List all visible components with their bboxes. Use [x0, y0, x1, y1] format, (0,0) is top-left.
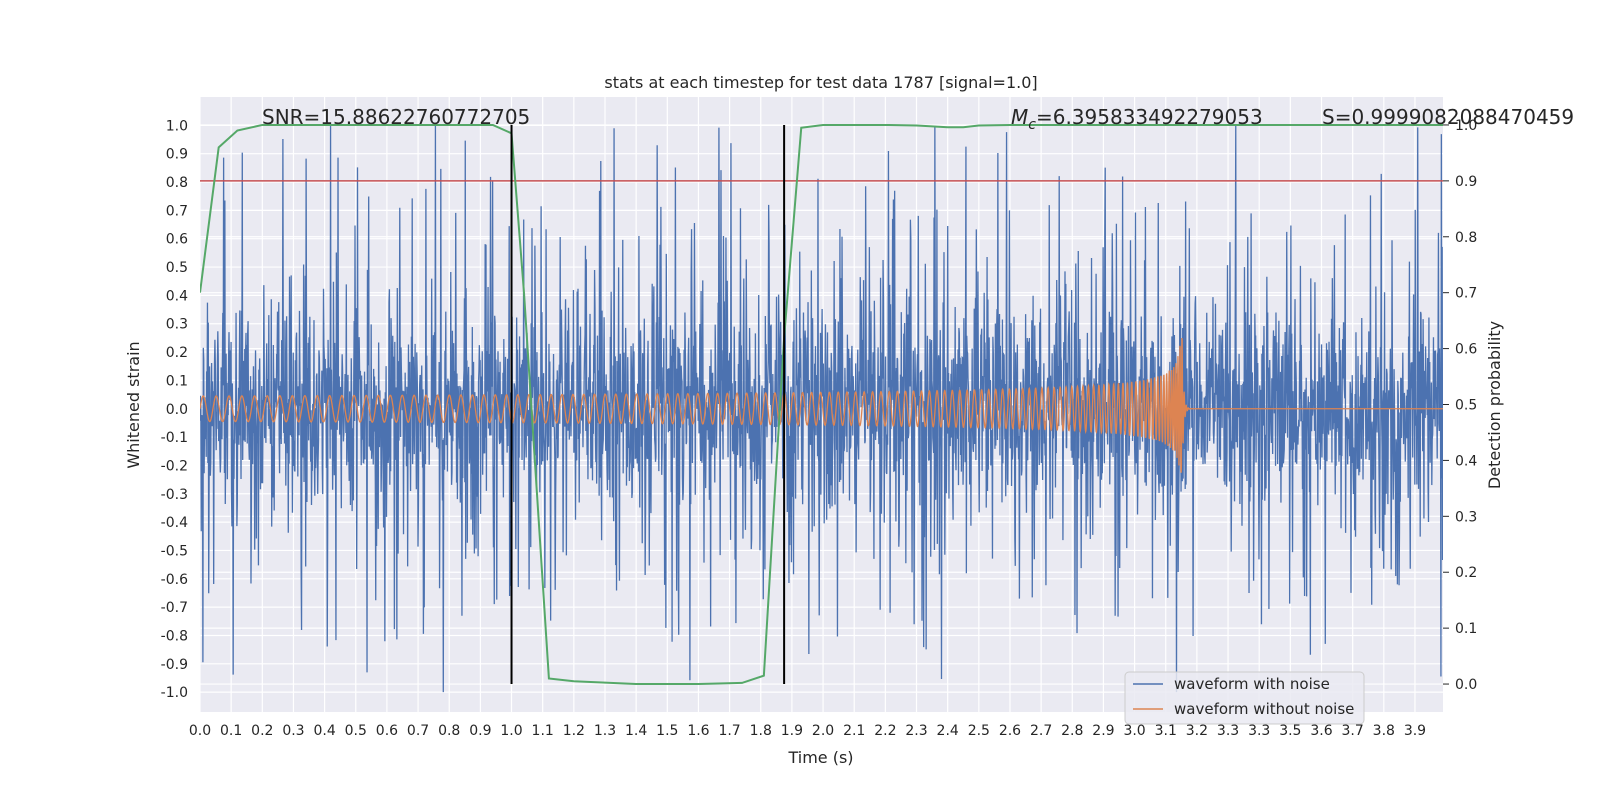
- x-tick-label: 3.8: [1373, 723, 1395, 739]
- x-axis-ticks: 0.0 0.1 0.2 0.3 0.4 0.5 0.6 0.7 0.8 0.9 1.0 1.1 1.2 1…: [189, 723, 1426, 739]
- y-tick-label: 0.9: [166, 147, 188, 163]
- legend-label-clean: waveform without noise: [1174, 700, 1354, 718]
- y-axis-ticks: 1.0 0.9 0.8 0.7 0.6 0.5 0.4 0.3 0.2 0.1 0.0 -0.1 -0.…: [161, 118, 188, 701]
- y-right-tick-label: 0.1: [1455, 621, 1477, 637]
- x-tick-label: 1.3: [594, 723, 616, 739]
- y-right-tick-label: 0.6: [1455, 342, 1477, 358]
- x-tick-label: 1.1: [532, 723, 554, 739]
- x-tick-label: 0.2: [251, 723, 273, 739]
- x-tick-label: 3.1: [1155, 723, 1177, 739]
- x-tick-label: 1.4: [625, 723, 647, 739]
- y-tick-label: -0.3: [161, 487, 188, 503]
- x-tick-label: 0.9: [469, 723, 491, 739]
- x-tick-label: 2.8: [1061, 723, 1083, 739]
- x-tick-label: 2.7: [1030, 723, 1052, 739]
- vertical-markers: [510, 124, 786, 685]
- y-right-tick-label: 0.7: [1455, 286, 1477, 302]
- y-tick-label: -0.4: [161, 515, 188, 531]
- x-tick-label: 0.6: [376, 723, 398, 739]
- x-tick-label: 2.2: [874, 723, 896, 739]
- y-tick-label: 0.0: [166, 402, 188, 418]
- x-axis-label: Time (s): [787, 748, 853, 767]
- x-tick-label: 1.6: [687, 723, 709, 739]
- x-tick-label: 2.9: [1092, 723, 1114, 739]
- x-tick-label: 2.5: [968, 723, 990, 739]
- y-tick-label: 0.5: [166, 260, 188, 276]
- y-right-tick-label: 0.5: [1455, 398, 1477, 414]
- y-right-tick-label: 0.4: [1455, 453, 1477, 469]
- x-tick-label: 1.9: [781, 723, 803, 739]
- y-tick-label: 0.3: [166, 317, 188, 333]
- series-detection-probability: [200, 123, 1443, 686]
- y-tick-label: -0.2: [161, 458, 188, 474]
- x-tick-label: 0.1: [220, 723, 242, 739]
- y-right-tick-label: 0.2: [1455, 565, 1477, 581]
- y-tick-label: -0.7: [161, 600, 188, 616]
- y-right-tick-label: 0.3: [1455, 509, 1477, 525]
- series-waveform-without-noise: [200, 337, 1443, 473]
- x-tick-label: 3.3: [1248, 723, 1270, 739]
- x-tick-label: 0.8: [438, 723, 460, 739]
- legend-box: [1124, 671, 1365, 725]
- x-tick-label: 3.7: [1342, 723, 1364, 739]
- mc-subscript: c: [1028, 117, 1036, 133]
- y-tick-label: 0.8: [166, 175, 188, 191]
- y-tick-label: 0.4: [166, 288, 188, 304]
- x-tick-label: 1.0: [500, 723, 522, 739]
- x-tick-label: 0.7: [407, 723, 429, 739]
- y-tick-label: 0.7: [166, 203, 188, 219]
- y-axis-label: Whitened strain: [124, 341, 143, 468]
- x-tick-label: 3.3: [1217, 723, 1239, 739]
- y-tick-label: 0.6: [166, 232, 188, 248]
- y-tick-label: -0.5: [161, 543, 188, 559]
- y-right-tick-label: 0.0: [1455, 677, 1477, 693]
- mc-annotation: Mc=6.395833492279053: [1011, 105, 1263, 133]
- mc-value: =6.395833492279053: [1036, 105, 1263, 129]
- y-tick-label: -0.9: [161, 657, 188, 673]
- x-tick-label: 3.9: [1404, 723, 1426, 739]
- y-tick-label: -0.1: [161, 430, 188, 446]
- y-tick-label: 0.2: [166, 345, 188, 361]
- y-axis-right-label: Detection probability: [1485, 321, 1504, 489]
- x-tick-label: 1.8: [750, 723, 772, 739]
- x-tick-label: 3.6: [1310, 723, 1332, 739]
- y-tick-label: -1.0: [161, 685, 188, 701]
- series-waveform-with-noise: [200, 125, 1443, 693]
- x-tick-label: 0.4: [313, 723, 335, 739]
- x-tick-label: 0.5: [345, 723, 367, 739]
- y-right-tick-label: 0.8: [1455, 230, 1477, 246]
- x-tick-label: 3.0: [1123, 723, 1145, 739]
- mc-symbol: M: [1011, 105, 1028, 129]
- legend-label-noisy: waveform with noise: [1174, 675, 1330, 693]
- y-tick-label: 1.0: [166, 118, 188, 134]
- x-tick-label: 0.3: [282, 723, 304, 739]
- x-tick-label: 2.3: [905, 723, 927, 739]
- x-tick-label: 0.0: [189, 723, 211, 739]
- y-right-tick-label: 1.0: [1455, 118, 1477, 134]
- y-tick-label: 0.1: [166, 373, 188, 389]
- chart-title: stats at each timestep for test data 178…: [604, 73, 1037, 92]
- y-tick-label: -0.8: [161, 628, 188, 644]
- y-axis-right-ticks: 1.0 0.9 0.8 0.7 0.6 0.5 0.4 0.3 0.2 0.1 0.0: [1443, 118, 1477, 693]
- x-tick-label: 2.6: [999, 723, 1021, 739]
- x-tick-label: 1.2: [563, 723, 585, 739]
- x-tick-label: 3.2: [1186, 723, 1208, 739]
- y-right-tick-label: 0.9: [1455, 174, 1477, 190]
- legend: waveform with noise waveform without noi…: [1124, 671, 1365, 725]
- s-annotation: S=0.9999082088470459: [1322, 105, 1574, 129]
- x-tick-label: 2.4: [937, 723, 959, 739]
- x-tick-label: 2.1: [843, 723, 865, 739]
- x-tick-label: 2.0: [812, 723, 834, 739]
- x-tick-label: 3.5: [1279, 723, 1301, 739]
- y-tick-label: -0.6: [161, 572, 188, 588]
- snr-annotation: SNR=15.88622760772705: [262, 105, 530, 129]
- x-tick-label: 1.5: [656, 723, 678, 739]
- x-tick-label: 1.7: [718, 723, 740, 739]
